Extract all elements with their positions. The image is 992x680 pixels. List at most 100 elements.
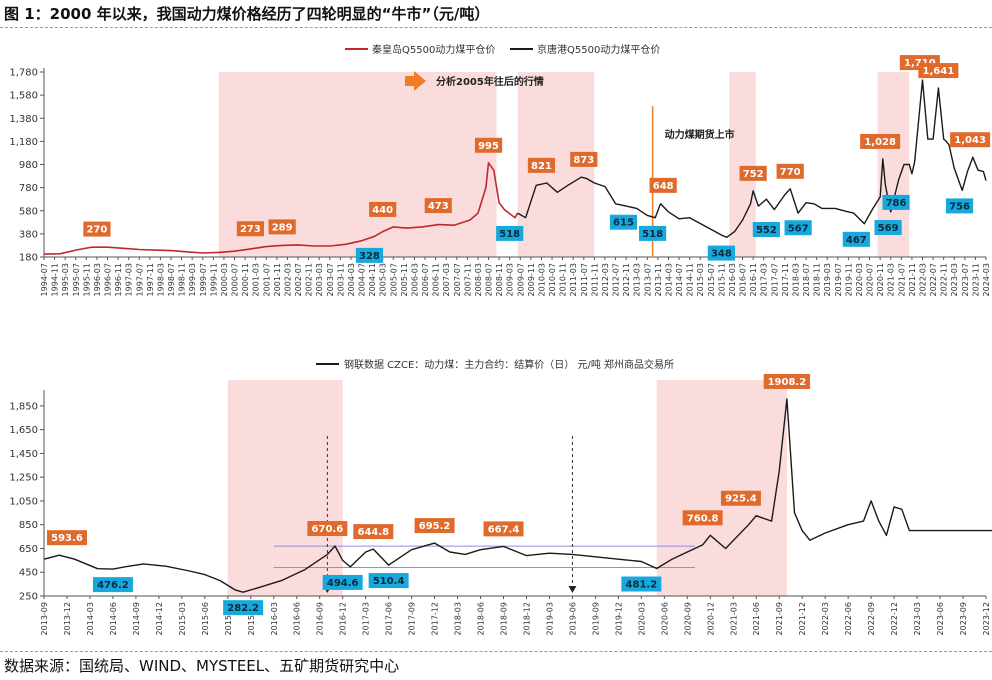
x-tick-label: 2008-11 (495, 263, 504, 296)
x-tick-label: 1997-07 (135, 263, 144, 296)
x-tick-label: 2013-07 (643, 263, 652, 296)
x-tick-label: 2006-11 (432, 263, 441, 296)
trough-label: 467 (846, 235, 867, 246)
legend-label-czce: 钢联数据 CZCE：动力煤：主力合约：结算价（日） 元/吨 郑州商品交易所 (344, 358, 674, 371)
chart-czce-futures: 1,8501,6501,4501,2501,050850650450250201… (9, 358, 992, 635)
x-tick-label: 2015-09 (224, 602, 233, 635)
trough-label: 476.2 (97, 580, 129, 591)
peak-label-box (776, 163, 804, 179)
x-tick-label: 2021-12 (798, 602, 807, 635)
chart-qhd-jt-prices: 1,7801,5801,3801,1809807805803801801994-… (9, 43, 991, 296)
trough-label: 348 (711, 249, 732, 260)
trough-label-box (842, 231, 870, 247)
x-tick-label: 2002-07 (294, 263, 303, 296)
y-tick-label: 1,580 (9, 91, 38, 102)
x-tick-label: 1996-11 (114, 263, 123, 296)
trough-label-box (621, 576, 662, 592)
shaded-period (227, 380, 343, 596)
peak-label-box (763, 373, 811, 389)
x-tick-label: 2015-06 (201, 602, 210, 635)
x-tick-label: 2018-03 (791, 263, 800, 296)
x-tick-label: 2014-06 (109, 602, 118, 635)
x-tick-label: 2013-12 (63, 602, 72, 635)
title-divider (0, 27, 992, 28)
x-tick-label: 2009-11 (527, 263, 536, 296)
peak-label: 760.8 (687, 513, 719, 524)
x-tick-label: 2018-12 (522, 602, 531, 635)
y-tick-label: 580 (19, 206, 38, 217)
x-tick-label: 2018-09 (500, 602, 509, 635)
peak-label: 752 (743, 169, 764, 180)
x-tick-label: 2016-06 (293, 602, 302, 635)
x-tick-label: 2004-07 (358, 263, 367, 296)
peak-label: 1,043 (954, 135, 986, 146)
peak-label-box (424, 198, 452, 214)
peak-label-box (483, 521, 524, 537)
x-tick-label: 2000-07 (231, 263, 240, 296)
x-tick-label: 2022-06 (844, 602, 853, 635)
peak-label: 670.6 (312, 524, 344, 535)
peak-label-box (307, 521, 348, 537)
down-arrow-icon (568, 586, 577, 593)
x-tick-label: 2018-07 (802, 263, 811, 296)
x-tick-label: 2016-03 (728, 263, 737, 296)
series-line-qhd (43, 162, 519, 255)
peak-label: 770 (780, 167, 801, 178)
y-tick-label: 180 (19, 253, 38, 264)
x-tick-label: 2020-03 (637, 602, 646, 635)
y-tick-label: 380 (19, 229, 38, 240)
y-tick-label: 1,250 (9, 473, 38, 484)
peak-label: 925.4 (725, 494, 757, 505)
trough-label: 567 (788, 223, 809, 234)
y-tick-label: 980 (19, 160, 38, 171)
peak-label: 289 (272, 222, 293, 233)
x-tick-label: 2020-06 (660, 602, 669, 635)
x-tick-label: 2017-09 (408, 602, 417, 635)
shaded-period (218, 72, 497, 257)
x-tick-label: 2000-03 (220, 263, 229, 296)
x-tick-label: 2012-03 (601, 263, 610, 296)
peak-label-box (739, 165, 767, 181)
x-tick-label: 2016-03 (270, 602, 279, 635)
x-tick-label: 2023-03 (913, 602, 922, 635)
peak-label: 593.6 (51, 533, 83, 544)
trough-label: 282.2 (227, 603, 259, 614)
trough-label: 481.2 (626, 580, 658, 591)
legend-label-jt: 京唐港Q5500动力煤平仓价 (537, 43, 660, 56)
x-tick-label: 2007-03 (442, 263, 451, 296)
x-tick-label: 2014-03 (664, 263, 673, 296)
x-tick-label: 2013-11 (654, 263, 663, 296)
peak-label-box (860, 133, 901, 149)
x-tick-label: 1995-07 (72, 263, 81, 296)
peak-label: 1,028 (864, 137, 896, 148)
x-tick-label: 2016-07 (739, 263, 748, 296)
x-tick-label: 2020-09 (683, 602, 692, 635)
x-tick-label: 2001-07 (262, 263, 271, 296)
x-tick-label: 2023-03 (950, 263, 959, 296)
trough-label-box (223, 600, 264, 616)
y-tick-label: 850 (19, 520, 38, 531)
x-tick-label: 2005-07 (389, 263, 398, 296)
trough-label-box (707, 245, 735, 261)
x-tick-label: 2009-03 (506, 263, 515, 296)
x-tick-label: 2018-06 (477, 602, 486, 635)
trough-label-box (92, 577, 133, 593)
x-tick-label: 2017-12 (431, 602, 440, 635)
peak-label-box (950, 132, 991, 148)
y-tick-label: 450 (19, 568, 38, 579)
trough-label: 615 (613, 218, 634, 229)
x-tick-label: 2017-03 (760, 263, 769, 296)
x-tick-label: 2010-07 (548, 263, 557, 296)
peak-label-box (369, 201, 397, 217)
peak-label: 648 (653, 181, 674, 192)
x-tick-label: 2006-07 (421, 263, 430, 296)
x-tick-label: 2023-07 (961, 263, 970, 296)
x-tick-label: 2020-11 (876, 263, 885, 296)
y-tick-label: 780 (19, 183, 38, 194)
x-tick-label: 2002-11 (305, 263, 314, 296)
x-tick-label: 2019-12 (614, 602, 623, 635)
x-tick-label: 2005-03 (379, 263, 388, 296)
trough-label-box (496, 225, 524, 241)
x-tick-label: 2022-12 (890, 602, 899, 635)
x-tick-label: 2015-11 (717, 263, 726, 296)
